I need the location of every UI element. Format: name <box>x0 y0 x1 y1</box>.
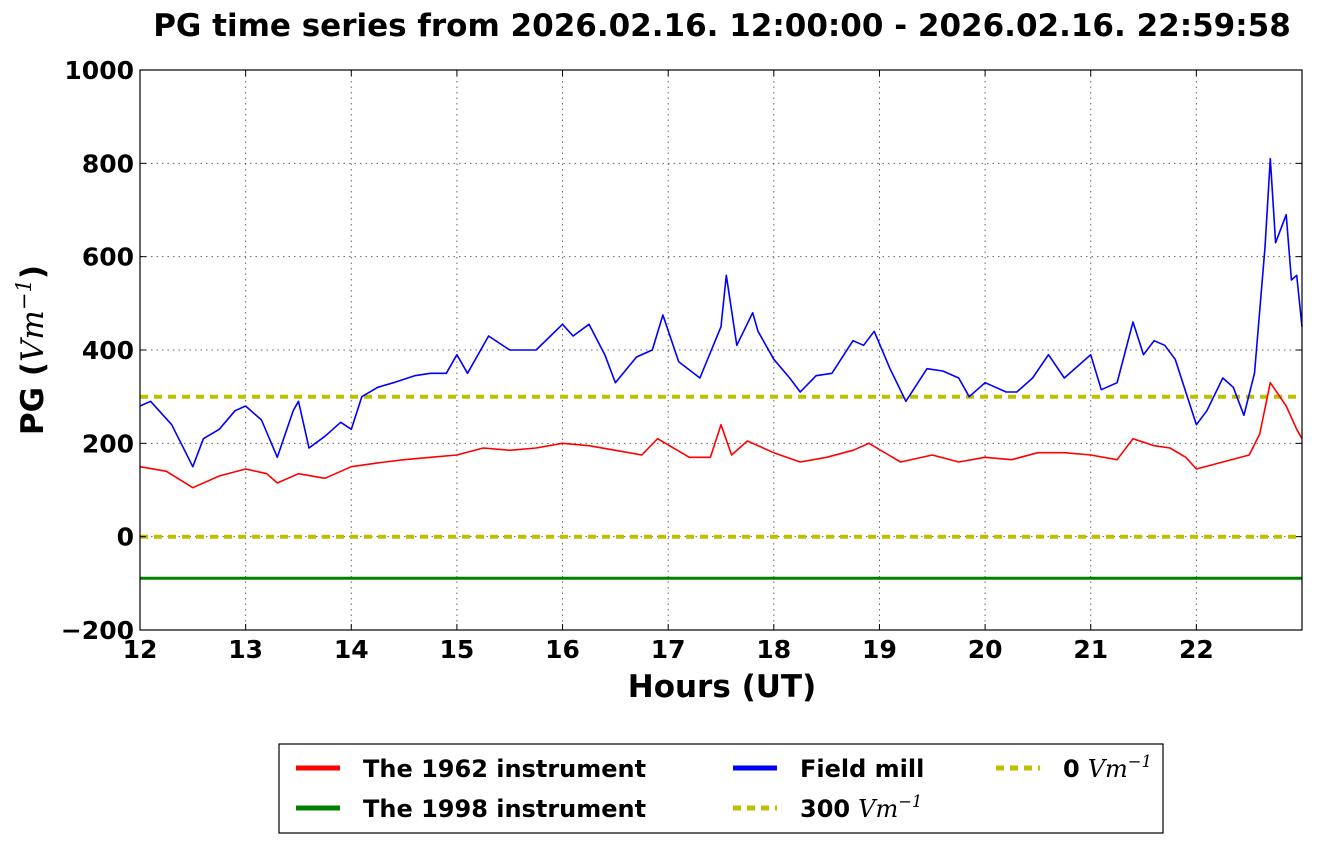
grid <box>139 69 1302 631</box>
legend-label-name: The 1998 instrument <box>363 795 646 823</box>
x-tick-label: 13 <box>228 635 263 664</box>
x-tick-label: 22 <box>1179 635 1214 664</box>
series-line-the-1962-instrument <box>139 381 1303 489</box>
legend-label: The 1998 instrument <box>363 795 646 823</box>
plot-area-frame <box>139 69 1303 631</box>
legend-label-name: Field mill <box>800 755 924 783</box>
legend-label-name: 300 <box>800 795 850 823</box>
legend-label-exponent: −1 <box>1128 752 1152 771</box>
y-tick-label: 600 <box>82 243 134 272</box>
y-axis-label-prefix: PG ( <box>15 362 51 435</box>
x-axis-ticks: 12 13 14 15 16 17 18 19 20 21 22 <box>123 70 1214 664</box>
y-tick-label: 200 <box>82 429 134 458</box>
y-tick-label: 1000 <box>64 56 134 85</box>
legend-label: The 1962 instrument <box>363 755 646 783</box>
x-tick-label: 19 <box>862 635 897 664</box>
x-tick-label: 18 <box>756 635 791 664</box>
x-tick-label: 14 <box>334 635 369 664</box>
legend-label: 0 Vm−1 <box>1063 752 1152 783</box>
legend-label-name: The 1962 instrument <box>363 755 646 783</box>
chart-title: PG time series from 2026.02.16. 12:00:00… <box>153 8 1291 44</box>
legend-label-unit: Vm <box>1088 755 1128 783</box>
y-axis-ticks: −200 0 200 400 600 800 1000 <box>61 56 1302 645</box>
legend: The 1962 instrument The 1998 instrument Fi… <box>278 743 1164 834</box>
series-lines <box>139 157 1303 580</box>
x-tick-label: 21 <box>1073 635 1108 664</box>
y-tick-label: 800 <box>82 149 134 178</box>
x-tick-label: 17 <box>651 635 686 664</box>
y-axis-label: PG (Vm−1) <box>11 265 51 435</box>
y-axis-label-unit: Vm <box>15 310 51 362</box>
x-tick-label: 16 <box>545 635 580 664</box>
legend-label-exponent: −1 <box>898 792 922 811</box>
y-tick-label: 0 <box>117 523 134 552</box>
y-axis-label-suffix: ) <box>15 265 51 279</box>
y-tick-label: 400 <box>82 336 134 365</box>
x-tick-label: 20 <box>968 635 1003 664</box>
y-axis-label-exponent: −1 <box>11 279 36 310</box>
legend-label: Field mill <box>800 755 924 783</box>
y-tick-label: −200 <box>61 616 134 645</box>
x-axis-label: Hours (UT) <box>628 669 817 705</box>
legend-label-name: 0 <box>1063 755 1080 783</box>
x-tick-label: 15 <box>440 635 475 664</box>
x-tick-label: 12 <box>123 635 158 664</box>
legend-label-unit: Vm <box>858 795 898 823</box>
legend-label: 300 Vm−1 <box>800 792 922 823</box>
series-line-field-mill <box>139 157 1303 468</box>
legend-box <box>278 743 1164 834</box>
